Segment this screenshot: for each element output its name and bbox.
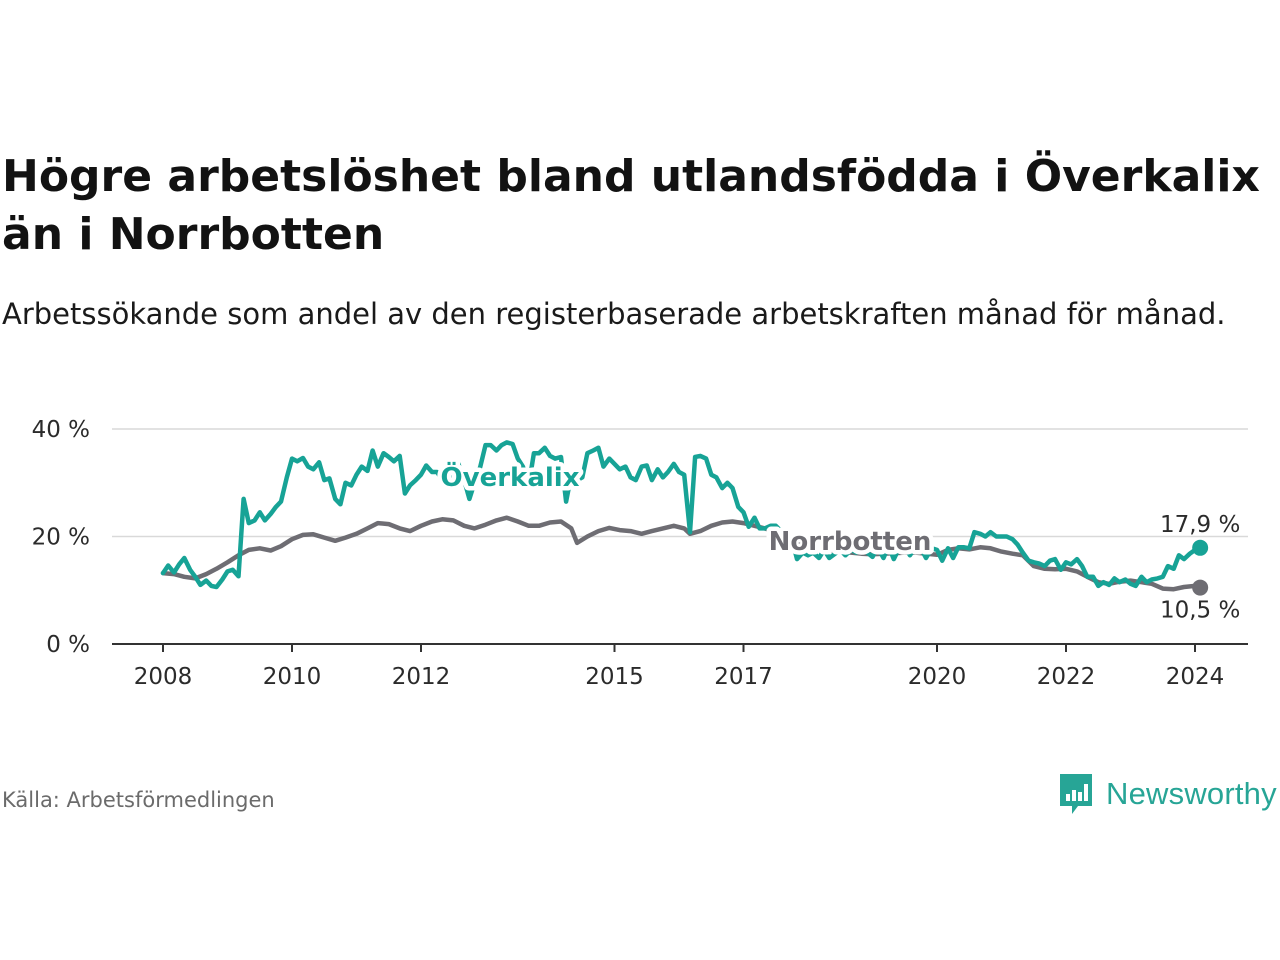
x-tick-label: 2017 [714,664,773,690]
norrbotten-line [160,515,1203,592]
y-tick-label: 20 % [32,525,90,551]
x-tick-label: 2020 [908,664,967,690]
chart-subtitle: Arbetssökande som andel av den registerb… [2,297,1226,331]
x-tick-label: 2024 [1166,664,1225,690]
y-tick-label: 0 % [46,632,90,658]
overkalix-end-point [1192,539,1209,556]
brand-name: Newsworthy [1106,776,1277,811]
x-tick-label: 2012 [392,664,451,690]
source-note: Källa: Arbetsförmedlingen [2,788,275,812]
chart-title: Högre arbetslöshet bland utlandsfödda i … [2,151,1260,260]
x-tick-label: 2010 [263,664,322,690]
norrbotten-series-label: Norrbotten [769,527,932,557]
newsworthy-bar-chart-icon [1060,774,1092,814]
overkalix-end-value-label: 17,9 % [1160,512,1240,538]
newsworthy-logo[interactable]: Newsworthy [1058,772,1277,816]
overkalix-series-label: Överkalix [441,460,580,493]
x-tick-label: 2008 [134,664,193,690]
norrbotten-end-value-label: 10,5 % [1160,598,1240,624]
x-tick-label: 2022 [1037,664,1096,690]
line-chart: 0 % 20 % 40 % 2008 2010 2012 2015 2017 2020 2022 2… [32,417,1248,690]
x-tick-label: 2015 [585,664,644,690]
overkalix-line [160,440,1203,590]
norrbotten-end-point [1192,579,1209,596]
y-tick-label: 40 % [32,417,90,443]
